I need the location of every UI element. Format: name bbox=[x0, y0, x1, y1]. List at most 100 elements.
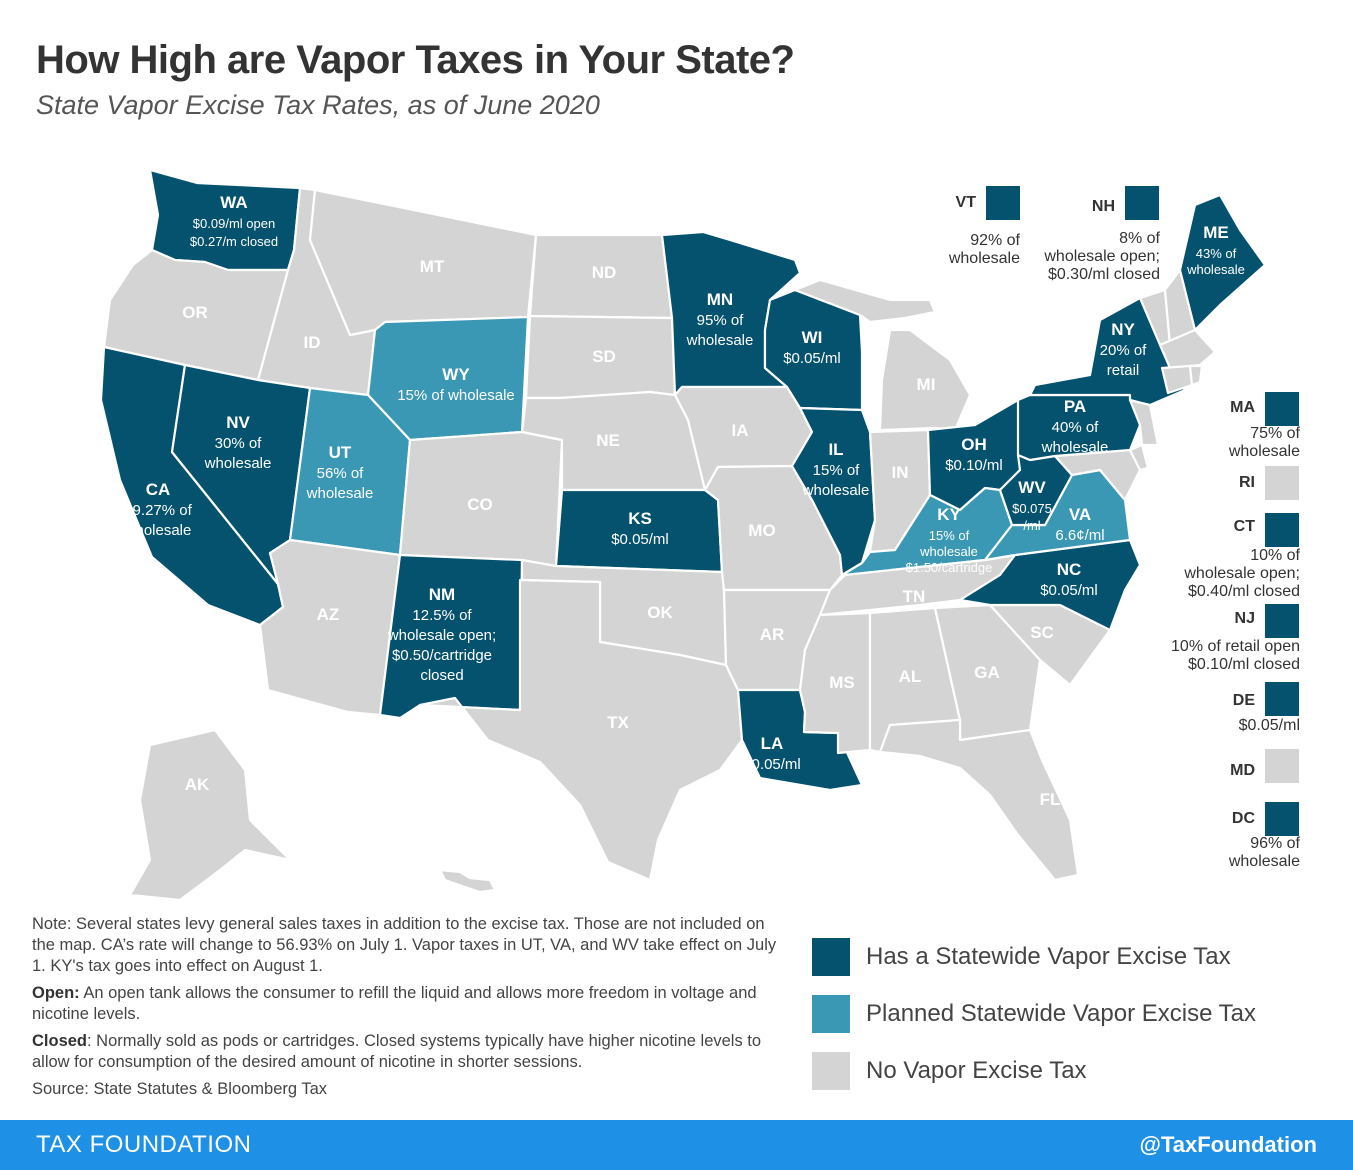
state-label-ms: MS bbox=[829, 673, 855, 692]
sidebar-swatch-ct[interactable] bbox=[1265, 513, 1299, 547]
sidebar-swatch-ri[interactable] bbox=[1265, 466, 1299, 500]
state-label-nc: NC bbox=[1057, 560, 1082, 579]
state-rate-me: 43% of bbox=[1196, 246, 1237, 261]
state-rate-ky: wholesale bbox=[919, 544, 978, 559]
state-AK[interactable] bbox=[128, 728, 292, 902]
state-rate-wv: $0.075 bbox=[1012, 501, 1052, 516]
state-RI[interactable] bbox=[1188, 364, 1204, 387]
sidebar-swatch-ma[interactable] bbox=[1265, 392, 1299, 426]
state-label-co: CO bbox=[467, 495, 493, 514]
legend-label-has-tax: Has a Statewide Vapor Excise Tax bbox=[866, 943, 1231, 970]
sidebar-rate-de: $0.05/ml bbox=[1238, 717, 1300, 734]
state-label-az: AZ bbox=[317, 605, 340, 624]
state-rate-wi: $0.05/ml bbox=[783, 350, 841, 367]
state-label-nm: NM bbox=[429, 585, 455, 604]
state-CT[interactable] bbox=[1160, 364, 1194, 395]
open-definition: Open: An open tank allows the consumer t… bbox=[32, 983, 784, 1025]
state-label-la: LA bbox=[761, 734, 784, 753]
state-label-wa: WA bbox=[220, 193, 247, 212]
legend-item-planned: Planned Statewide Vapor Excise Tax bbox=[812, 995, 1256, 1033]
state-rate-ut: wholesale bbox=[306, 485, 374, 502]
state-label-ky: KY bbox=[937, 505, 961, 524]
state-CO[interactable] bbox=[398, 430, 564, 568]
state-label-ut: UT bbox=[329, 443, 352, 462]
state-FL[interactable] bbox=[878, 718, 1080, 882]
state-label-pa: PA bbox=[1064, 397, 1086, 416]
state-label-oh: OH bbox=[961, 435, 987, 454]
state-rate-ut: 56% of bbox=[317, 465, 365, 482]
state-ME[interactable] bbox=[1178, 193, 1267, 332]
us-states-map: WA $0.09/ml open $0.27/m closed OR CA 59.27% … bbox=[99, 168, 1267, 902]
state-rate-nv: 30% of bbox=[215, 435, 263, 452]
sidebar-rate-dc: 96% of wholesale bbox=[1228, 835, 1300, 870]
state-label-ne: NE bbox=[596, 431, 620, 450]
state-MA[interactable] bbox=[1158, 328, 1217, 370]
state-DE[interactable] bbox=[1128, 443, 1150, 472]
sidebar-rate-nh: 8% of wholesale open; $0.30/ml closed bbox=[1044, 230, 1160, 283]
state-AZ[interactable] bbox=[258, 538, 402, 717]
closed-definition: Closed: Normally sold as pods or cartrid… bbox=[32, 1031, 784, 1073]
legend: Has a Statewide Vapor Excise Tax Planned… bbox=[812, 938, 1256, 1109]
state-label-wy: WY bbox=[442, 365, 470, 384]
sidebar-label-nh: NH bbox=[1091, 198, 1115, 215]
sidebar-rate-nj: 10% of retail open $0.10/ml closed bbox=[1171, 638, 1300, 673]
state-label-wi: WI bbox=[802, 328, 823, 347]
state-MI-UP[interactable] bbox=[793, 278, 937, 324]
state-label-ak: AK bbox=[185, 775, 210, 794]
state-label-ok: OK bbox=[647, 603, 673, 622]
sidebar-label-dc: DC bbox=[1231, 810, 1255, 827]
sidebar-swatch-dc[interactable] bbox=[1265, 802, 1299, 836]
sidebar-rate-vt: 92% of wholesale bbox=[948, 232, 1020, 267]
legend-item-no-tax: No Vapor Excise Tax bbox=[812, 1052, 1256, 1090]
footer-bar: TAX FOUNDATION @TaxFoundation bbox=[0, 1120, 1353, 1170]
footer-brand[interactable]: TAX FOUNDATION bbox=[36, 1131, 252, 1158]
state-NC[interactable] bbox=[958, 538, 1142, 632]
state-HI[interactable] bbox=[438, 868, 497, 894]
state-rate-wa: $0.09/ml open bbox=[193, 216, 275, 231]
state-rate-va: 6.6¢/ml bbox=[1055, 527, 1104, 544]
state-label-hi: HI bbox=[405, 858, 422, 877]
state-rate-me: wholesale bbox=[1186, 262, 1245, 277]
state-TX[interactable] bbox=[418, 578, 744, 882]
source-text: Source: State Statutes & Bloomberg Tax bbox=[32, 1080, 328, 1098]
state-label-il: IL bbox=[828, 440, 843, 459]
sidebar-label-ri: RI bbox=[1239, 474, 1255, 491]
state-rate-nm: $0.50/cartridge bbox=[392, 647, 492, 664]
state-rate-ky: $1.50/cartridge bbox=[906, 560, 993, 575]
state-rate-ca: wholesale bbox=[124, 522, 192, 539]
sidebar-swatch-vt[interactable] bbox=[986, 186, 1020, 220]
state-rate-mn: 95% of bbox=[697, 312, 745, 329]
state-label-mn: MN bbox=[707, 290, 733, 309]
state-rate-mn: wholesale bbox=[686, 332, 754, 349]
state-rate-il: 15% of bbox=[813, 462, 861, 479]
state-rate-ny: retail bbox=[1107, 362, 1140, 379]
state-label-nd: ND bbox=[592, 263, 617, 282]
state-rate-nm: wholesale open; bbox=[387, 627, 496, 644]
legend-swatch-no-tax bbox=[812, 1052, 850, 1090]
sidebar-swatch-nh[interactable] bbox=[1125, 186, 1159, 220]
state-rate-nm: closed bbox=[420, 667, 463, 684]
state-label-in: IN bbox=[892, 463, 909, 482]
sidebar-swatch-md[interactable] bbox=[1265, 749, 1299, 783]
state-label-tx: TX bbox=[607, 713, 629, 732]
state-rate-ky: 15% of bbox=[929, 528, 970, 543]
state-rate-la: $0.05/ml bbox=[743, 756, 801, 773]
state-rate-wy: 15% of wholesale bbox=[397, 387, 515, 404]
state-rate-ca: 59.27% of bbox=[124, 502, 192, 519]
sidebar-swatch-de[interactable] bbox=[1265, 682, 1299, 716]
state-rate-wa: $0.27/m closed bbox=[190, 234, 278, 249]
state-label-mt: MT bbox=[420, 257, 445, 276]
sidebar-swatch-nj[interactable] bbox=[1265, 604, 1299, 638]
sidebar-label-nj: NJ bbox=[1234, 610, 1255, 627]
state-rate-ny: 20% of bbox=[1100, 342, 1148, 359]
state-label-ga: GA bbox=[974, 663, 1000, 682]
legend-swatch-planned bbox=[812, 995, 850, 1033]
state-label-sd: SD bbox=[592, 347, 616, 366]
state-labels: WA $0.09/ml open $0.27/m closed OR CA 59.27% … bbox=[124, 193, 1245, 877]
footer-handle[interactable]: @TaxFoundation bbox=[1139, 1132, 1317, 1157]
state-label-tn: TN bbox=[903, 587, 926, 606]
legend-label-planned: Planned Statewide Vapor Excise Tax bbox=[866, 1000, 1257, 1027]
sidebar-label-ma: MA bbox=[1230, 399, 1255, 416]
state-rate-nm: 12.5% of bbox=[412, 607, 472, 624]
map-title: How High are Vapor Taxes in Your State? bbox=[36, 38, 795, 82]
